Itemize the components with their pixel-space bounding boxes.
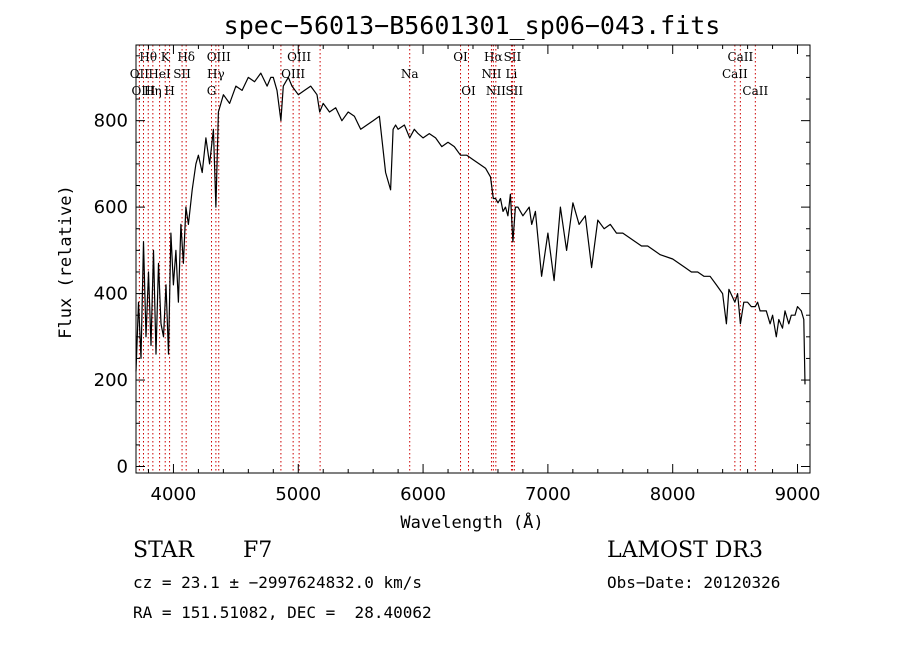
spectral-line-label: NII [486, 84, 506, 98]
spectral-line-label: Hη [144, 84, 162, 98]
x-tick-label: 6000 [400, 484, 446, 505]
x-tick-label: 5000 [275, 484, 321, 505]
redshift-readout: cz = 23.1 ± −2997624832.0 km/s [133, 573, 422, 592]
spectral-line-label: H [164, 84, 174, 98]
observation-date: Obs−Date: 20120326 [607, 573, 780, 592]
spectral-line-label: SII [504, 50, 522, 64]
spectral-line-label: OIII [207, 50, 231, 64]
chart-title: spec−56013−B5601301_sp06−043.fits [224, 11, 721, 40]
spectral-line-label: HeI [148, 67, 171, 81]
spectral-line-label: Hα [484, 50, 503, 64]
spectral-line-label: SII [173, 67, 191, 81]
spectral-line-label: CaII [727, 50, 753, 64]
x-tick-label: 8000 [650, 484, 696, 505]
spectral-line-label: OI [461, 84, 476, 98]
plot-frame [136, 45, 810, 473]
x-tick-label: 7000 [525, 484, 571, 505]
spectral-line-label: OIII [287, 50, 311, 64]
y-tick-label: 800 [94, 111, 128, 132]
spectral-line-label: CaII [722, 67, 748, 81]
spectral-line-label: G [207, 84, 217, 98]
spectral-line-label: NII [481, 67, 501, 81]
object-subclass: F7 [243, 538, 272, 563]
spectral-line-label: OIII [281, 67, 305, 81]
x-tick-label: 4000 [151, 484, 197, 505]
spectral-line-label: Li [506, 67, 518, 81]
y-tick-label: 0 [117, 457, 128, 478]
spectral-line-label: Hθ [139, 50, 157, 64]
flux-series-line [136, 73, 805, 384]
spectral-line-label: OI [453, 50, 468, 64]
x-tick-label: 9000 [775, 484, 821, 505]
coordinates: RA = 151.51082, DEC = 28.40062 [133, 603, 432, 622]
spectral-line-label: Hδ [177, 50, 195, 64]
spectral-line-label: CaII [742, 84, 768, 98]
spectral-line-label: SII [505, 84, 523, 98]
spectral-line-label: Hγ [207, 67, 225, 81]
y-tick-label: 200 [94, 370, 128, 391]
y-axis-label: Flux (relative) [56, 185, 76, 339]
x-axis-label: Wavelength (Å) [400, 511, 543, 533]
y-tick-label: 400 [94, 284, 128, 305]
survey-name: LAMOST DR3 [607, 538, 763, 563]
y-tick-label: 600 [94, 197, 128, 218]
flux-series-group [136, 73, 805, 384]
object-class: STAR [133, 538, 194, 563]
spectral-line-label: Na [401, 67, 419, 81]
spectral-line-label: OII [130, 67, 150, 81]
axis-ticks: 4000 5000 6000 7000 8000 9000 0 200 400 600 800 [94, 45, 821, 505]
